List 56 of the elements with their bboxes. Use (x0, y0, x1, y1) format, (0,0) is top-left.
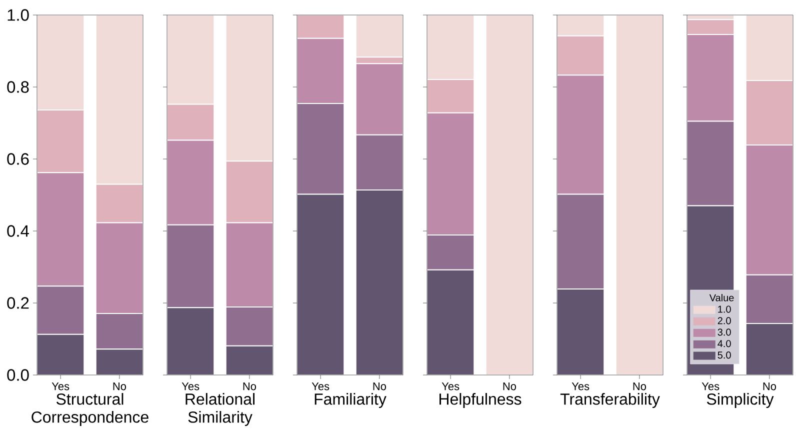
bar (687, 34, 735, 122)
y-tick-label: 1.0 (8, 9, 29, 21)
x-axis-title: Structural Correspondence (32, 393, 148, 426)
legend-label: 2.0 (718, 317, 731, 324)
x-tick-label: Yes (312, 382, 330, 390)
x-tick-label: No (373, 382, 386, 390)
bar (37, 110, 85, 174)
bar (297, 14, 345, 39)
bar (485, 14, 534, 375)
x-tick-label: No (633, 382, 646, 390)
x-axis-title: Helpfulness (440, 393, 522, 408)
bar (225, 160, 274, 224)
bar (167, 224, 215, 308)
y-tick-label: 0.0 (7, 369, 29, 381)
x-tick-label: No (503, 382, 516, 390)
legend-label: 4.0 (718, 340, 731, 348)
x-tick-label: No (113, 382, 126, 390)
bar (745, 80, 794, 146)
bar (37, 172, 85, 287)
x-tick-label: Yes (52, 382, 70, 390)
bar (615, 14, 664, 375)
x-axis-title: Relational Similarity (186, 393, 254, 426)
bar (95, 348, 143, 375)
bar (167, 140, 215, 226)
legend-label: 1.0 (718, 306, 731, 313)
bar (745, 14, 794, 82)
bar (297, 38, 345, 104)
bar (225, 222, 274, 308)
bar (355, 63, 404, 136)
y-tick-label: 0.2 (7, 297, 29, 309)
bar (95, 312, 143, 350)
legend-label: 3.0 (718, 328, 731, 336)
x-tick-label: Yes (182, 382, 200, 390)
x-axis-title: Transferability (560, 393, 660, 408)
bar (225, 306, 274, 346)
y-tick-label: 0.6 (7, 153, 29, 165)
bar (745, 144, 794, 276)
x-axis-title: Familiarity (314, 393, 386, 408)
bar (687, 120, 735, 206)
x-tick-label: No (243, 382, 256, 390)
bar (167, 104, 215, 141)
bar (745, 274, 794, 324)
x-tick-label: No (763, 382, 776, 390)
legend-title: Value (709, 294, 734, 302)
x-tick-label: Yes (442, 382, 460, 390)
bar (95, 184, 143, 224)
bar (37, 334, 85, 375)
bar (95, 222, 143, 314)
bar (687, 19, 735, 35)
bar (37, 286, 85, 335)
x-axis-title: Simplicity (706, 393, 774, 408)
x-tick-label: Yes (702, 382, 720, 390)
x-tick-label: Yes (572, 382, 590, 390)
y-tick-label: 0.4 (7, 225, 29, 237)
legend-label: 5.0 (718, 352, 731, 359)
y-tick-label: 0.8 (7, 81, 29, 93)
